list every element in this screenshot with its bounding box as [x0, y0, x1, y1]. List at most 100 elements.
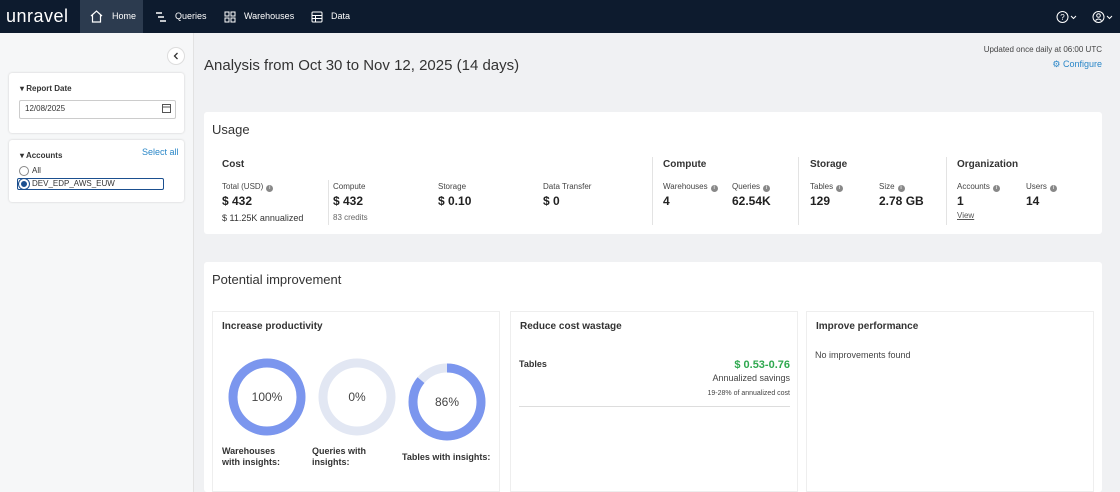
sub-card-title: Increase productivity — [222, 321, 323, 332]
warehouses-icon — [224, 11, 236, 23]
nav-tab[interactable]: Queries — [175, 11, 207, 21]
usage-card — [204, 112, 1102, 234]
metric-value: 1 — [957, 194, 964, 208]
select-all[interactable]: Select all — [142, 147, 179, 157]
donut-arc — [408, 363, 486, 441]
improvement-card — [204, 262, 1102, 492]
savings: $ 0.53-0.76 — [734, 359, 790, 371]
metric-label: Warehouses i — [663, 182, 718, 192]
metric-value: $ 0.10 — [438, 194, 472, 208]
collapse-button[interactable] — [167, 47, 185, 65]
metric-value: $ 432 — [222, 194, 253, 208]
metric-label: Tables i — [810, 182, 844, 192]
info-icon[interactable]: i — [1049, 185, 1057, 192]
active-tab-bg — [80, 0, 143, 33]
date-input[interactable] — [19, 100, 176, 119]
usage-title: Usage — [212, 122, 250, 137]
section-title: Compute — [663, 159, 707, 170]
nav-tab[interactable]: Data — [331, 11, 351, 21]
metric-label: Queries i — [732, 182, 771, 192]
accounts-title: ▾ Accounts — [20, 151, 63, 160]
info-icon[interactable]: i — [897, 185, 905, 192]
option-focus — [17, 178, 164, 190]
report-date-card — [9, 73, 184, 133]
donut-caption: Tables with insights: — [402, 452, 491, 462]
radio[interactable] — [19, 166, 29, 176]
label: Configure — [1062, 59, 1102, 69]
donut-caption: Warehouses with insights: — [222, 446, 280, 467]
info-icon[interactable]: i — [710, 185, 718, 192]
donut — [318, 358, 396, 436]
metric-value: $ 0 — [543, 194, 560, 208]
sub-card — [806, 311, 1094, 492]
info-icon[interactable]: i — [763, 185, 771, 192]
data-icon — [311, 11, 323, 23]
nav-tab[interactable]: Home — [112, 11, 137, 21]
logo[interactable]: unravel — [6, 6, 69, 26]
account-option: All — [32, 166, 41, 175]
metric-label: Accounts i — [957, 182, 1000, 192]
radio[interactable] — [18, 178, 30, 190]
calendar-icon — [162, 104, 171, 113]
label: Accounts — [25, 151, 63, 160]
savings-note: 19-28% of annualized cost — [707, 390, 791, 397]
metric-value: 62.54K — [732, 194, 771, 208]
metric-value: $ 432 — [333, 194, 364, 208]
message: No improvements found — [815, 350, 911, 360]
top-nav — [0, 0, 1120, 33]
section-title: Storage — [810, 159, 848, 170]
user-button[interactable] — [1092, 10, 1118, 24]
donut-arc — [228, 358, 306, 436]
help-button[interactable]: ? — [1056, 10, 1082, 24]
label: Report Date — [26, 84, 72, 93]
section-title: Cost — [222, 159, 245, 170]
update-note: Updated once daily at 06:00 UTC — [983, 45, 1102, 54]
queries-icon — [156, 12, 166, 22]
donut — [228, 358, 306, 436]
metric-note: 83 credits — [333, 213, 368, 222]
date-value: 12/08/2025 — [25, 104, 66, 113]
metric-link[interactable]: View — [957, 211, 975, 220]
home-icon — [90, 10, 103, 23]
metric-value: 14 — [1026, 194, 1040, 208]
metric-label: Compute — [333, 182, 366, 191]
donut-label: 86% — [434, 395, 460, 409]
improvement-title: Potential improvement — [212, 272, 342, 287]
sub-card-title: Reduce cost wastage — [520, 321, 622, 332]
divider — [652, 157, 653, 225]
donut — [408, 363, 486, 441]
donut-track — [318, 358, 396, 436]
metric-label: Total (USD) i — [222, 182, 274, 192]
donut-label: 0% — [348, 390, 366, 404]
info-icon[interactable]: i — [266, 185, 274, 192]
savings-label: Annualized savings — [712, 373, 790, 383]
metric-value: 2.78 GB — [879, 194, 924, 208]
configure-link[interactable]: ⚙ Configure — [1052, 59, 1102, 69]
metric-label: Size i — [879, 182, 905, 192]
accounts-card — [9, 140, 184, 202]
page-title: Analysis from Oct 30 to Nov 12, 2025 (14… — [204, 57, 520, 74]
divider — [328, 180, 329, 225]
donut-label: 100% — [251, 390, 283, 404]
sub-card — [510, 311, 798, 492]
metric-label: Storage — [438, 182, 467, 191]
donut-caption: Queries with insights: — [312, 446, 367, 467]
metric-note: $ 11.25K annualized — [222, 213, 304, 223]
sub-card-title: Improve performance — [816, 321, 919, 332]
svg-text:?: ? — [1060, 13, 1065, 22]
report-date-title: ▾ Report Date — [20, 84, 72, 93]
section-title: Organization — [957, 159, 1019, 170]
info-icon[interactable]: i — [992, 185, 1000, 192]
metric-label: Users i — [1026, 182, 1057, 192]
divider — [946, 157, 947, 225]
row-divider — [519, 406, 790, 407]
metric-value: 129 — [810, 194, 831, 208]
info-icon[interactable]: i — [836, 185, 844, 192]
nav-tab[interactable]: Warehouses — [244, 11, 295, 21]
metric-value: 4 — [663, 194, 670, 208]
metric-label: Data Transfer — [543, 182, 592, 191]
divider — [798, 157, 799, 225]
row-name: Tables — [519, 359, 547, 369]
account-option: DEV_EDP_AWS_EUW — [32, 179, 115, 188]
